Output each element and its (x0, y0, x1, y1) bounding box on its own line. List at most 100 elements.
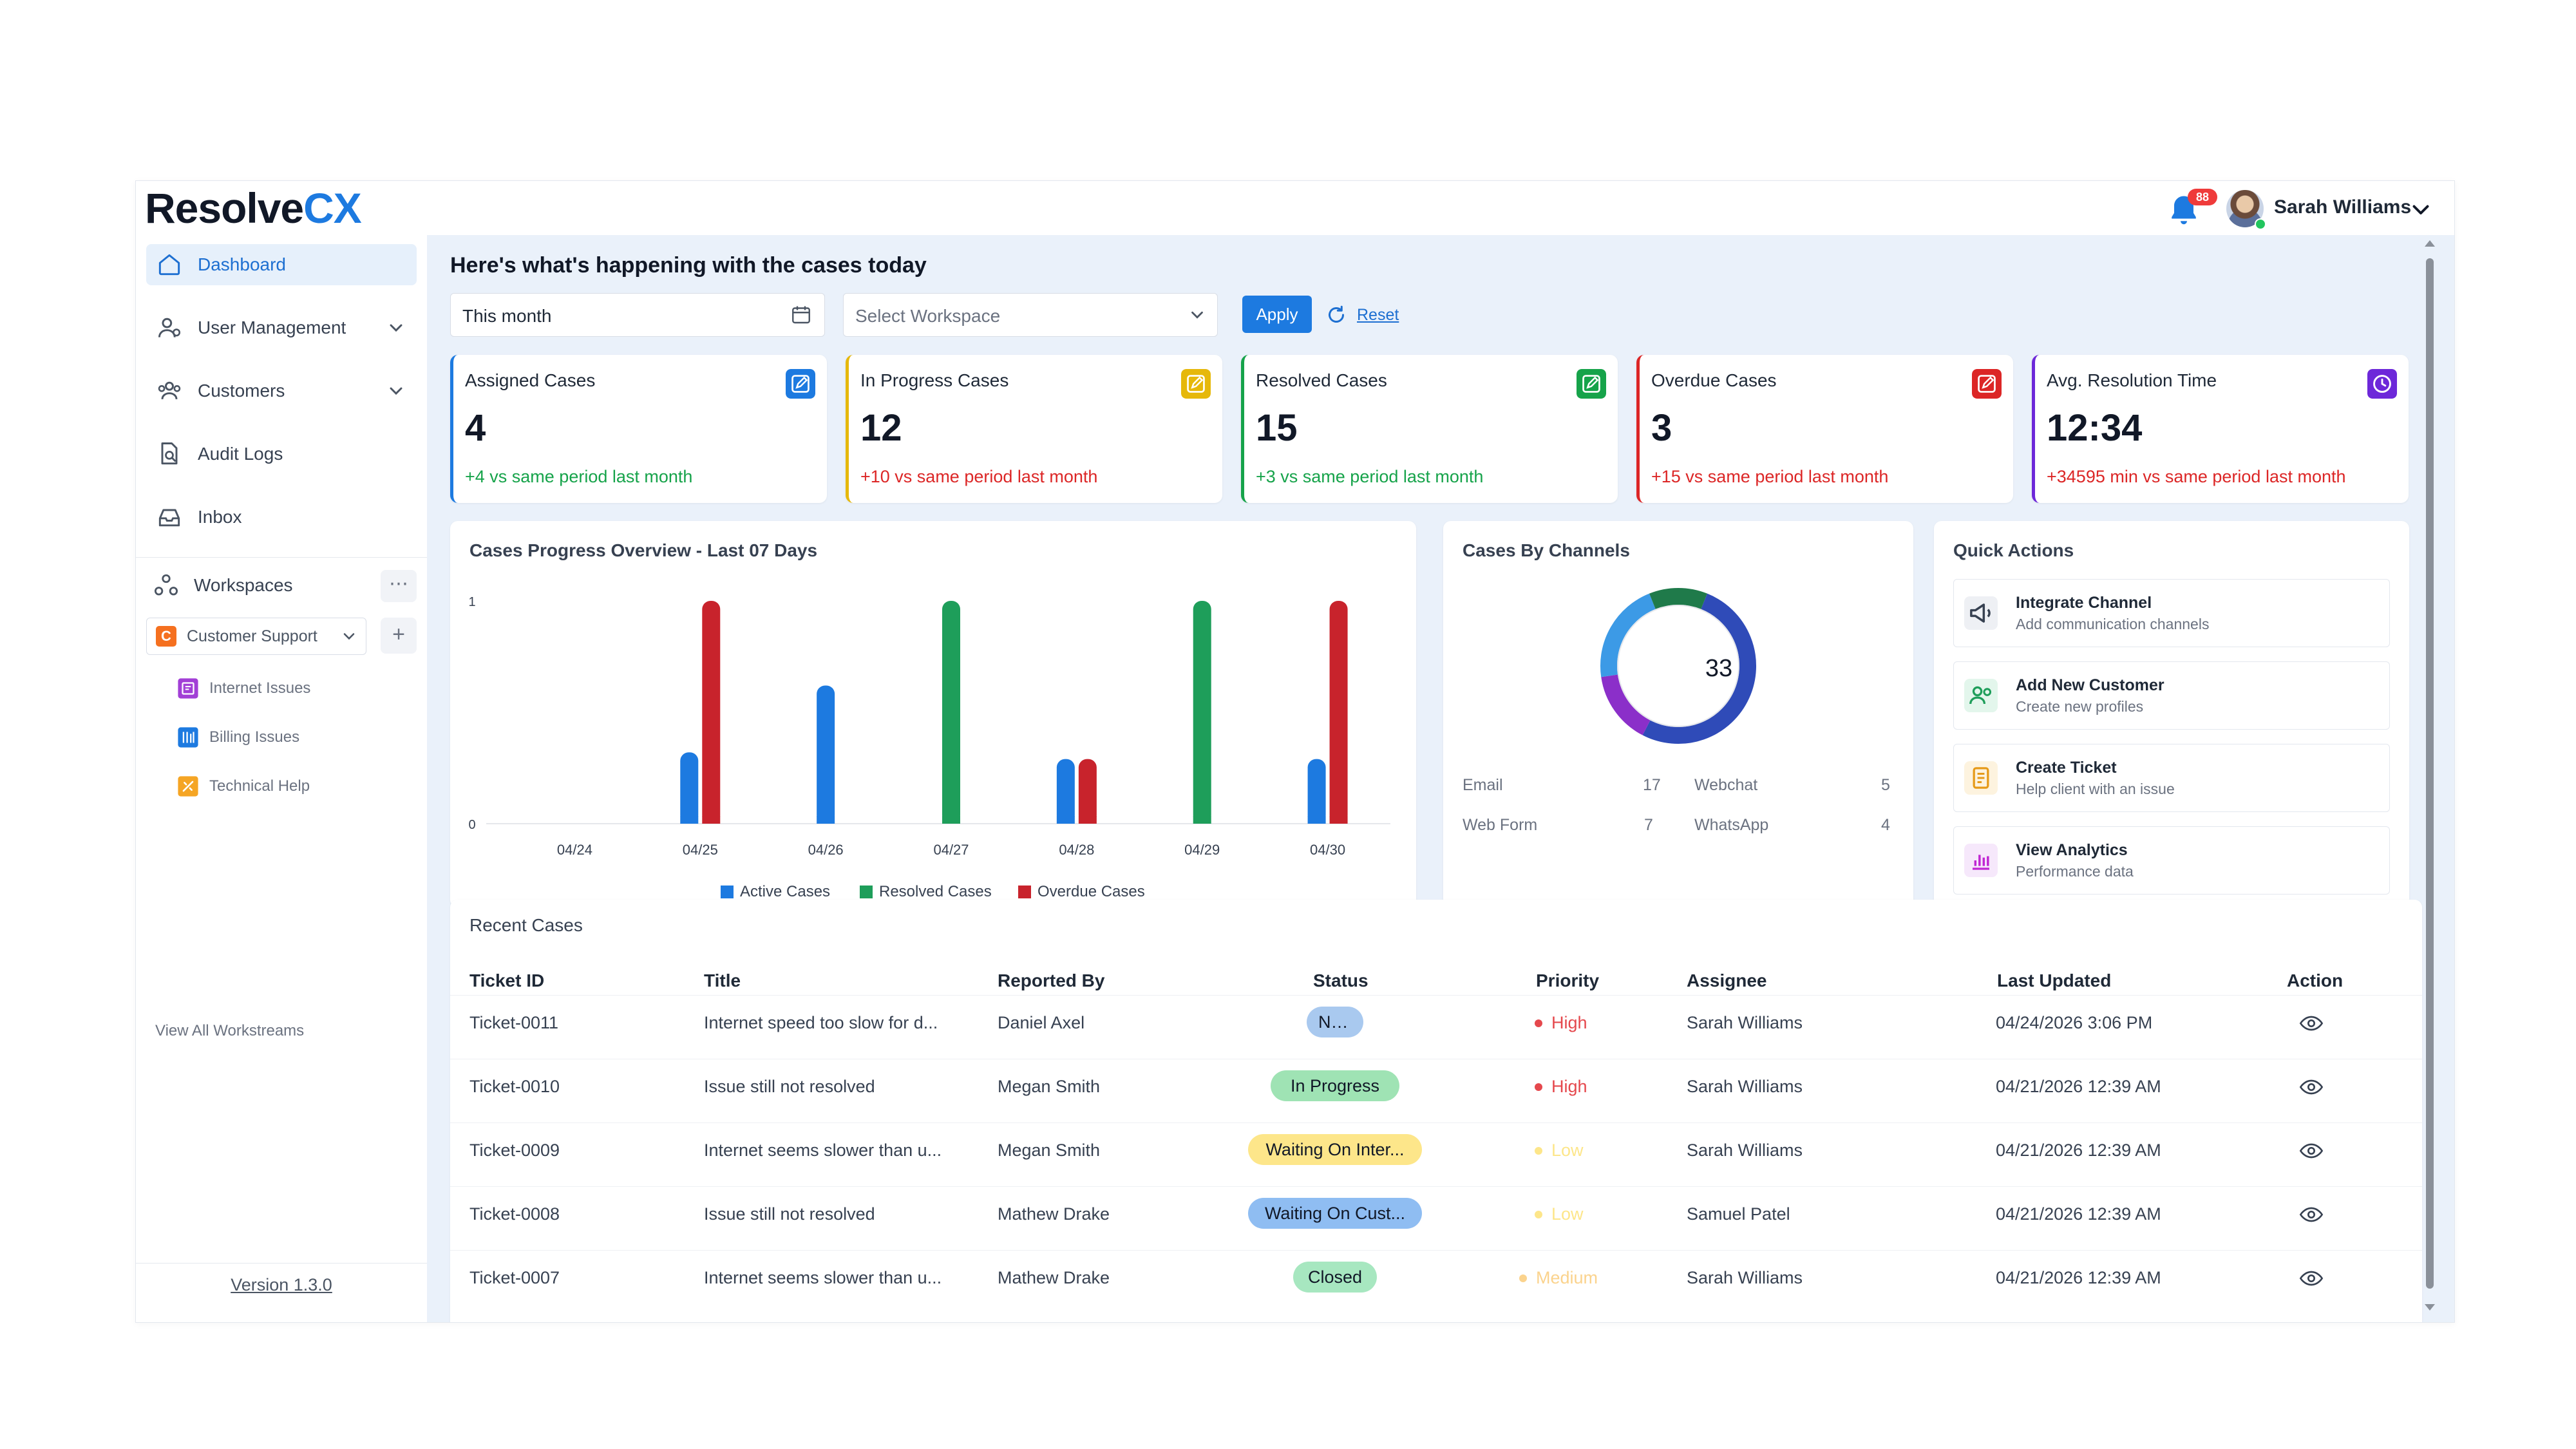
column-header-status[interactable]: Status (1313, 971, 1368, 990)
analytics-icon (1964, 844, 1998, 877)
workspace-select[interactable]: C Customer Support (146, 618, 366, 655)
sidebar-item-inbox[interactable]: Inbox (146, 497, 417, 538)
quick-action-add-customer[interactable]: Add New Customer Create new profiles (1953, 661, 2390, 730)
quick-action-title: Integrate Channel (2016, 594, 2152, 612)
stat-value: 15 (1256, 407, 1298, 449)
column-header-action: Action (2287, 971, 2344, 990)
stat-card-assigned[interactable]: Assigned Cases 4 +4 vs same period last … (450, 355, 827, 503)
legend-item-overdue[interactable]: Overdue Cases (1018, 883, 1145, 901)
stat-card-avg-resolution[interactable]: Avg. Resolution Time 12:34 +34595 min vs… (2032, 355, 2409, 503)
main-content: Here's what's happening with the cases t… (427, 235, 2454, 1322)
stream-icon (178, 678, 198, 699)
cases-by-channels-card: Cases By Channels 33 Email 17 Webchat 5 … (1443, 521, 1913, 907)
sidebar-item-audit-logs[interactable]: Audit Logs (146, 433, 417, 475)
column-header-ticket-id[interactable]: Ticket ID (469, 971, 545, 990)
stat-delta: +15 vs same period last month (1651, 467, 1889, 486)
logo-text-primary: Resolve (145, 184, 304, 232)
priority-dot (1535, 1210, 1542, 1218)
clock-icon (2367, 369, 2397, 399)
workspaces-icon (154, 574, 178, 596)
chevron-down-icon (1191, 311, 1203, 319)
view-all-workstreams-link[interactable]: View All Workstreams (155, 1022, 305, 1039)
view-eye-icon[interactable] (2298, 1265, 2324, 1291)
view-eye-icon[interactable] (2298, 1010, 2324, 1036)
stat-title: Avg. Resolution Time (2047, 370, 2217, 390)
user-name[interactable]: Sarah Williams (2274, 196, 2412, 218)
logo[interactable]: ResolveCX (145, 184, 362, 232)
sidebar-item-dashboard[interactable]: Dashboard (146, 244, 417, 285)
column-header-last-updated[interactable]: Last Updated (1997, 971, 2112, 990)
legend-swatch (1018, 886, 1031, 898)
stat-card-overdue[interactable]: Overdue Cases 3 +15 vs same period last … (1636, 355, 2013, 503)
sidebar-item-label: Customers (198, 381, 285, 401)
donut-slice-email[interactable] (1642, 593, 1756, 744)
chevron-down-icon[interactable] (2409, 198, 2432, 221)
sidebar-item-label: User Management (198, 317, 346, 337)
version-link[interactable]: Version 1.3.0 (231, 1275, 332, 1294)
stat-title: Resolved Cases (1256, 370, 1387, 390)
donut-slice-whatsapp[interactable] (1649, 588, 1707, 609)
user-management-icon (158, 317, 181, 337)
workspace-select-value: Customer Support (187, 627, 317, 645)
workspaces-more-button[interactable]: ⋯ (381, 570, 417, 602)
priority-label: High (1551, 1077, 1587, 1096)
status-badge: New (1307, 1007, 1363, 1037)
view-eye-icon[interactable] (2298, 1202, 2324, 1227)
quick-action-create-ticket[interactable]: Create Ticket Help client with an issue (1953, 744, 2390, 812)
add-workspace-button[interactable]: + (381, 618, 417, 654)
donut-slice-web-form[interactable] (1600, 593, 1656, 677)
quick-action-view-analytics[interactable]: View Analytics Performance data (1953, 826, 2390, 895)
stream-billing-issues[interactable]: Billing Issues (177, 723, 299, 752)
column-header-priority[interactable]: Priority (1536, 971, 1600, 990)
x-tick-label: 04/27 (933, 842, 969, 858)
stat-card-in-progress[interactable]: In Progress Cases 12 +10 vs same period … (846, 355, 1222, 503)
edit-icon (1181, 369, 1211, 399)
view-eye-icon[interactable] (2298, 1074, 2324, 1100)
column-header-reported-by[interactable]: Reported By (998, 971, 1105, 990)
bar-base (680, 816, 699, 824)
donut-total: 33 (1705, 655, 1733, 682)
workspace-letter-badge: C (156, 626, 176, 647)
apply-button[interactable]: Apply (1242, 296, 1312, 333)
stat-title: In Progress Cases (860, 370, 1009, 390)
scrollbar[interactable] (2423, 240, 2436, 1311)
legend-item-resolved[interactable]: Resolved Cases (860, 883, 992, 901)
sidebar-item-user-management[interactable]: User Management (146, 307, 417, 348)
title-cell: Issue still not resolved (704, 1204, 875, 1224)
column-header-title[interactable]: Title (704, 971, 741, 990)
channel-label: WhatsApp (1694, 816, 1769, 834)
stream-technical-help[interactable]: Technical Help (177, 772, 310, 800)
stat-card-resolved[interactable]: Resolved Cases 15 +3 vs same period last… (1241, 355, 1618, 503)
status-badge: In Progress (1271, 1070, 1399, 1101)
audit-logs-icon (161, 442, 178, 465)
stream-internet-issues[interactable]: Internet Issues (177, 674, 310, 703)
date-range-input[interactable]: This month (450, 293, 825, 337)
stat-delta: +10 vs same period last month (860, 467, 1098, 486)
scroll-down-arrow[interactable] (2425, 1304, 2435, 1311)
chart-title: Cases By Channels (1463, 540, 1630, 560)
scroll-thumb[interactable] (2426, 258, 2434, 1289)
x-tick-label: 04/26 (808, 842, 844, 858)
bar-resolved-cases (942, 601, 960, 824)
sidebar-item-customers[interactable]: Customers (146, 370, 417, 412)
reset-button[interactable]: Reset (1325, 301, 1399, 329)
bar-active-cases (680, 752, 699, 824)
column-header-assignee[interactable]: Assignee (1687, 971, 1767, 990)
date-range-value: This month (462, 306, 552, 326)
priority-indicator: High (1535, 1013, 1587, 1033)
status-badge: Waiting On Inter... (1248, 1134, 1422, 1165)
priority-indicator: Medium (1519, 1268, 1598, 1288)
chevron-down-icon (390, 324, 402, 332)
priority-label: High (1551, 1013, 1587, 1032)
channel-label: Email (1463, 776, 1503, 794)
quick-actions-card: Quick Actions Integrate Channel Add comm… (1934, 521, 2409, 907)
quick-action-integrate-channel[interactable]: Integrate Channel Add communication chan… (1953, 579, 2390, 647)
priority-indicator: Low (1535, 1141, 1584, 1160)
stream-label: Technical Help (209, 777, 310, 795)
donut-slice-webchat[interactable] (1601, 674, 1651, 735)
scroll-up-arrow[interactable] (2425, 240, 2435, 247)
legend-item-active[interactable]: Active Cases (721, 883, 830, 901)
priority-indicator: Low (1535, 1204, 1584, 1224)
workspace-filter-select[interactable]: Select Workspace (843, 293, 1218, 337)
view-eye-icon[interactable] (2298, 1138, 2324, 1164)
